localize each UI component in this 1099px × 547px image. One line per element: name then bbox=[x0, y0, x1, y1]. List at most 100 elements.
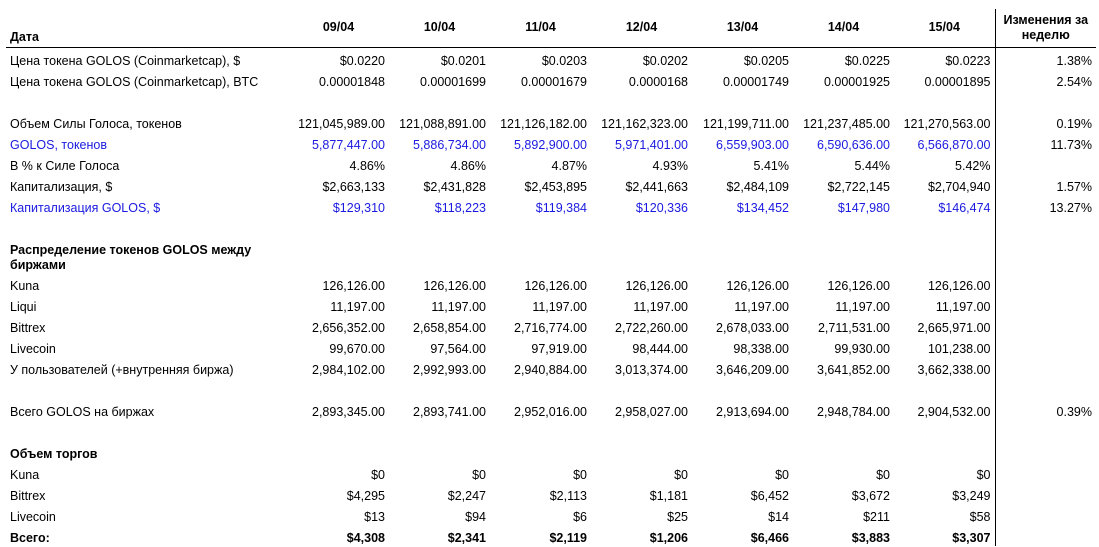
row-label: Bittrex bbox=[10, 321, 46, 335]
value-cell: 2,984,102.00 bbox=[312, 363, 385, 377]
value-cell: 4.86% bbox=[450, 159, 486, 173]
value-cell: 2,716,774.00 bbox=[514, 321, 587, 335]
value-cell: 5,877,447.00 bbox=[312, 138, 385, 152]
value-cell: 2,992,993.00 bbox=[413, 363, 486, 377]
value-cell: $2,453,895 bbox=[524, 180, 587, 194]
value-cell: $2,247 bbox=[447, 489, 486, 503]
empty-cell bbox=[692, 441, 793, 462]
empty-cell bbox=[894, 90, 995, 111]
section-title: Распределение токенов GOLOS между биржам… bbox=[10, 243, 252, 272]
value-cell: 2,711,531.00 bbox=[817, 321, 890, 335]
empty-cell bbox=[389, 90, 490, 111]
value-cell: $58 bbox=[969, 510, 991, 524]
change-cell bbox=[994, 294, 1096, 315]
value-cell: $2,484,109 bbox=[726, 180, 789, 194]
empty-cell bbox=[692, 378, 793, 399]
table-row: Капитализация, $ $2,663,133 $2,431,828 $2,4… bbox=[6, 174, 1096, 195]
value-cell: 2,948,784.00 bbox=[817, 405, 890, 419]
day-header: 14/04 bbox=[793, 9, 894, 48]
value-cell: $0 bbox=[876, 468, 890, 482]
value-cell: 3,646,209.00 bbox=[716, 363, 789, 377]
empty-cell bbox=[591, 216, 692, 237]
value-cell: $119,384 bbox=[535, 201, 587, 215]
empty-cell bbox=[288, 216, 389, 237]
row-label: Объем Силы Голоса, токенов bbox=[10, 117, 182, 131]
value-cell: 121,162,323.00 bbox=[601, 117, 688, 131]
value-cell: $118,223 bbox=[434, 201, 486, 215]
empty-cell bbox=[389, 378, 490, 399]
value-cell: 97,564.00 bbox=[430, 342, 486, 356]
empty-cell bbox=[894, 420, 995, 441]
value-cell: 97,919.00 bbox=[531, 342, 587, 356]
empty-cell bbox=[389, 216, 490, 237]
table-row: Цена токена GOLOS (Coinmarketcap), $ $0.0… bbox=[6, 47, 1096, 69]
day-header: 12/04 bbox=[591, 9, 692, 48]
empty-cell bbox=[490, 378, 591, 399]
value-cell: $2,341 bbox=[447, 531, 486, 545]
value-cell: 0.00001848 bbox=[318, 75, 385, 89]
value-cell: $0.0203 bbox=[541, 54, 587, 68]
table-row: Bittrex $4,295 $2,247 $2,113 $1,181 $6,452 $3,… bbox=[6, 483, 1096, 504]
change-cell bbox=[994, 504, 1096, 525]
empty-cell bbox=[692, 420, 793, 441]
value-cell: 0.00001679 bbox=[520, 75, 587, 89]
value-cell: 126,126.00 bbox=[524, 279, 587, 293]
change-cell: 1.38% bbox=[994, 47, 1096, 69]
empty-cell bbox=[288, 420, 389, 441]
table-row: Kuna 126,126.00 126,126.00 126,126.00 126,12… bbox=[6, 273, 1096, 294]
golos-weekly-table: Дата 09/04 10/04 11/04 12/04 13/04 14/04… bbox=[6, 9, 1096, 546]
value-cell: $146,474 bbox=[938, 201, 991, 215]
empty-cell bbox=[793, 420, 894, 441]
row-label: Всего: bbox=[10, 531, 50, 545]
value-cell: 126,126.00 bbox=[423, 279, 486, 293]
value-cell: 2,952,016.00 bbox=[514, 405, 587, 419]
empty-cell bbox=[288, 237, 389, 273]
change-cell: 0.19% bbox=[994, 111, 1096, 132]
empty-cell bbox=[793, 441, 894, 462]
change-cell: 0.39% bbox=[994, 399, 1096, 420]
value-cell: 2,893,345.00 bbox=[312, 405, 385, 419]
value-cell: $3,307 bbox=[952, 531, 991, 545]
empty-cell bbox=[994, 420, 1096, 441]
row-label: Livecoin bbox=[10, 342, 56, 356]
value-cell: $13 bbox=[364, 510, 385, 524]
empty-cell bbox=[6, 420, 288, 441]
table-row: Kuna $0 $0 $0 $0 $0 $0 $0 bbox=[6, 462, 1096, 483]
table-row: Всего: $4,308 $2,341 $2,119 $1,206 $6,466 $3,8… bbox=[6, 525, 1096, 546]
change-header: Изменения за неделю bbox=[994, 9, 1096, 48]
value-cell: $0.0223 bbox=[945, 54, 991, 68]
value-cell: $2,663,133 bbox=[322, 180, 385, 194]
header-row: Дата 09/04 10/04 11/04 12/04 13/04 14/04… bbox=[6, 9, 1096, 48]
value-cell: 98,444.00 bbox=[632, 342, 688, 356]
value-cell: 0.00001749 bbox=[722, 75, 789, 89]
empty-cell bbox=[894, 237, 995, 273]
row-label: Livecoin bbox=[10, 510, 56, 524]
value-cell: 5,886,734.00 bbox=[413, 138, 486, 152]
row-label: Liqui bbox=[10, 300, 37, 314]
empty-cell bbox=[793, 90, 894, 111]
row-label: У пользователей (+внутренняя биржа) bbox=[10, 363, 234, 377]
value-cell: 2,913,694.00 bbox=[716, 405, 789, 419]
empty-cell bbox=[894, 441, 995, 462]
value-cell: 11,197.00 bbox=[431, 300, 486, 314]
value-cell: $6,466 bbox=[750, 531, 789, 545]
empty-cell bbox=[591, 90, 692, 111]
value-cell: $129,310 bbox=[332, 201, 385, 215]
value-cell: 2,678,033.00 bbox=[716, 321, 789, 335]
value-cell: $4,295 bbox=[346, 489, 385, 503]
date-header: Дата bbox=[6, 9, 288, 48]
empty-cell bbox=[6, 90, 288, 111]
empty-cell bbox=[591, 237, 692, 273]
empty-cell bbox=[793, 378, 894, 399]
value-cell: $0 bbox=[674, 468, 688, 482]
empty-cell bbox=[288, 90, 389, 111]
empty-cell bbox=[894, 378, 995, 399]
value-cell: 121,199,711.00 bbox=[703, 117, 789, 131]
value-cell: $2,431,828 bbox=[423, 180, 486, 194]
spacer-row bbox=[6, 216, 1096, 237]
value-cell: 2,656,352.00 bbox=[312, 321, 385, 335]
value-cell: $2,722,145 bbox=[827, 180, 890, 194]
empty-cell bbox=[288, 441, 389, 462]
value-cell: 6,559,903.00 bbox=[716, 138, 789, 152]
change-cell bbox=[994, 462, 1096, 483]
